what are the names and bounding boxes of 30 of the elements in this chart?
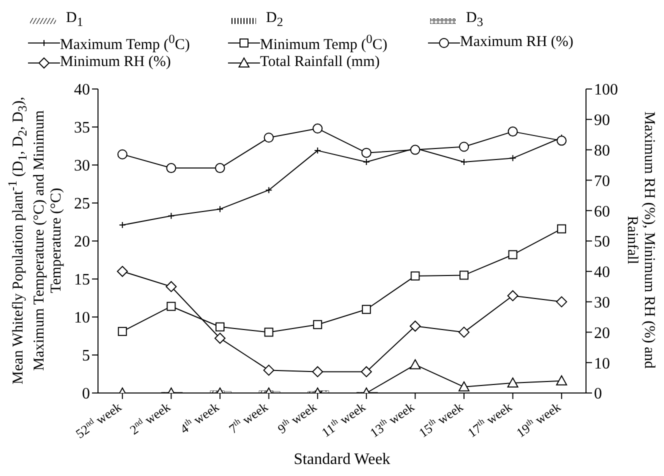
y2-tick-label: 90 <box>594 112 610 130</box>
y2-tick-label: 30 <box>594 294 610 312</box>
y-tick-label: 30 <box>74 158 90 175</box>
legend-label: Minimum Temp ($^{0}$C) <box>260 31 388 54</box>
legend-label: Maximum Temp ($^{0}$C) <box>60 31 190 54</box>
legend-label: Maximum RH (%) <box>460 34 574 51</box>
y2-tick-label: 10 <box>594 355 610 372</box>
legend-label: D$_{1}$ <box>66 10 84 31</box>
y-tick-label: 40 <box>74 82 90 99</box>
legend-label: Minimum RH (%) <box>60 54 171 71</box>
y-tick-label: 20 <box>74 234 90 251</box>
y2-tick-label: 20 <box>594 324 610 342</box>
y2-tick-label: 50 <box>594 234 610 251</box>
y2-tick-label: 80 <box>594 142 610 160</box>
y2-tick-label: 40 <box>594 264 610 282</box>
y2-tick-label: 60 <box>594 203 610 220</box>
y-tick-label: 25 <box>74 196 90 213</box>
y-tick-label: 5 <box>82 348 90 365</box>
x-axis-title: Standard Week <box>294 451 390 468</box>
legend-label: D$_{2}$ <box>266 10 284 31</box>
legend-label: D$_{3}$ <box>466 10 484 31</box>
legend-label: Total Rainfall (mm) <box>260 54 380 71</box>
y-tick-label: 10 <box>74 310 90 327</box>
y2-axis-title: Maximum RH (%), Minimum RH (%) and Rainfall <box>623 110 657 371</box>
y2-tick-label: 70 <box>594 172 610 190</box>
y-tick-label: 35 <box>74 120 90 137</box>
y2-tick-label: 0 <box>594 386 602 403</box>
y-tick-label: 0 <box>82 386 90 403</box>
y-tick-label: 15 <box>74 272 90 289</box>
y2-tick-label: 100 <box>594 82 618 99</box>
